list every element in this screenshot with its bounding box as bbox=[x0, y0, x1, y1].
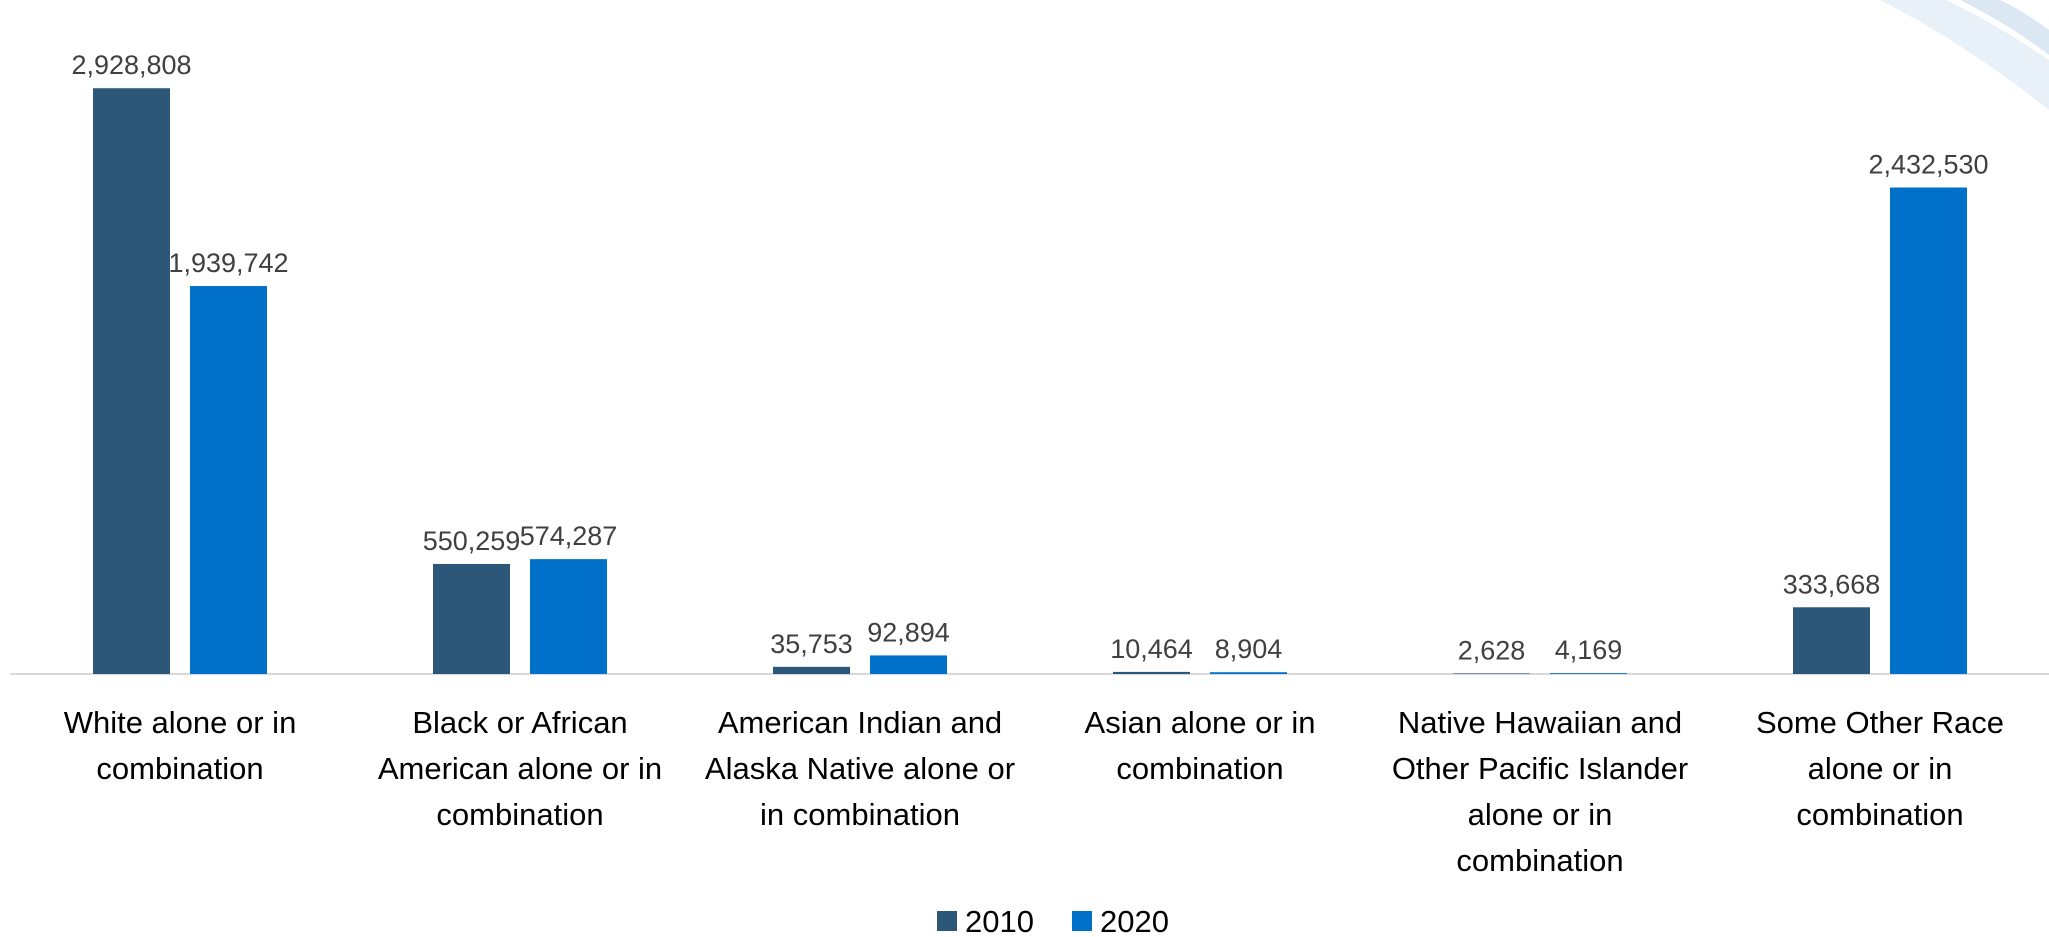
category-label-black-or-african: Black or African bbox=[412, 705, 627, 740]
category-label-native-hawaiian-and: combination bbox=[1456, 843, 1623, 878]
data-label-2020-some-other-race: 2,432,530 bbox=[1868, 149, 1988, 179]
bar-2020-some-other-race bbox=[1890, 187, 1967, 674]
category-label-american-indian-and: in combination bbox=[760, 797, 960, 832]
bar-2020-asian-alone-or-in bbox=[1210, 672, 1287, 674]
data-label-2020-native-hawaiian-and: 4,169 bbox=[1555, 635, 1623, 665]
bar-2010-american-indian-and bbox=[773, 666, 850, 674]
legend-swatch-2010 bbox=[937, 911, 957, 931]
bar-2010-some-other-race bbox=[1793, 607, 1870, 674]
category-labels-layer: White alone or in combination Black or Afr… bbox=[64, 705, 2004, 878]
category-label-asian-alone-or-in: Asian alone or in bbox=[1085, 705, 1316, 740]
category-label-some-other-race: alone or in bbox=[1808, 751, 1953, 786]
data-label-2010-some-other-race: 333,668 bbox=[1783, 569, 1881, 599]
legend-label-2010: 2010 bbox=[965, 904, 1034, 937]
category-label-black-or-african: American alone or in bbox=[378, 751, 662, 786]
category-label-white-alone-or-in: White alone or in bbox=[64, 705, 297, 740]
legend: 2010 2020 bbox=[937, 904, 1169, 937]
data-label-2010-asian-alone-or-in: 10,464 bbox=[1110, 634, 1193, 664]
data-labels-layer: 2,928,808 1,939,742 550,259 574,287 35,753 92… bbox=[71, 50, 1988, 665]
category-label-native-hawaiian-and: alone or in bbox=[1468, 797, 1613, 832]
bar-2020-black-or-african bbox=[530, 559, 607, 674]
category-label-black-or-african: combination bbox=[436, 797, 603, 832]
decorative-corner-swoosh bbox=[1880, 0, 2049, 110]
data-label-2020-asian-alone-or-in: 8,904 bbox=[1215, 634, 1283, 664]
data-label-2010-native-hawaiian-and: 2,628 bbox=[1458, 635, 1526, 665]
category-label-some-other-race: Some Other Race bbox=[1756, 705, 2004, 740]
legend-swatch-2020 bbox=[1072, 911, 1092, 931]
bars-layer bbox=[93, 88, 1967, 674]
data-label-2020-american-indian-and: 92,894 bbox=[867, 617, 950, 647]
category-label-american-indian-and: American Indian and bbox=[718, 705, 1002, 740]
bar-2010-native-hawaiian-and bbox=[1453, 673, 1530, 674]
bar-2010-black-or-african bbox=[433, 563, 510, 674]
legend-label-2020: 2020 bbox=[1100, 904, 1169, 937]
data-label-2020-white-alone-or-in: 1,939,742 bbox=[168, 248, 288, 278]
bar-2020-native-hawaiian-and bbox=[1550, 673, 1627, 674]
category-label-asian-alone-or-in: combination bbox=[1116, 751, 1283, 786]
data-label-2010-white-alone-or-in: 2,928,808 bbox=[71, 50, 191, 80]
category-label-american-indian-and: Alaska Native alone or bbox=[705, 751, 1015, 786]
category-label-white-alone-or-in: combination bbox=[96, 751, 263, 786]
bar-2020-white-alone-or-in bbox=[190, 286, 267, 674]
bar-2010-asian-alone-or-in bbox=[1113, 671, 1190, 674]
data-label-2010-american-indian-and: 35,753 bbox=[770, 629, 853, 659]
category-label-some-other-race: combination bbox=[1796, 797, 1963, 832]
data-label-2020-black-or-african: 574,287 bbox=[520, 521, 618, 551]
bar-2010-white-alone-or-in bbox=[93, 88, 170, 674]
category-label-native-hawaiian-and: Other Pacific Islander bbox=[1392, 751, 1688, 786]
category-label-native-hawaiian-and: Native Hawaiian and bbox=[1398, 705, 1682, 740]
data-label-2010-black-or-african: 550,259 bbox=[423, 526, 521, 556]
bar-2020-american-indian-and bbox=[870, 655, 947, 674]
